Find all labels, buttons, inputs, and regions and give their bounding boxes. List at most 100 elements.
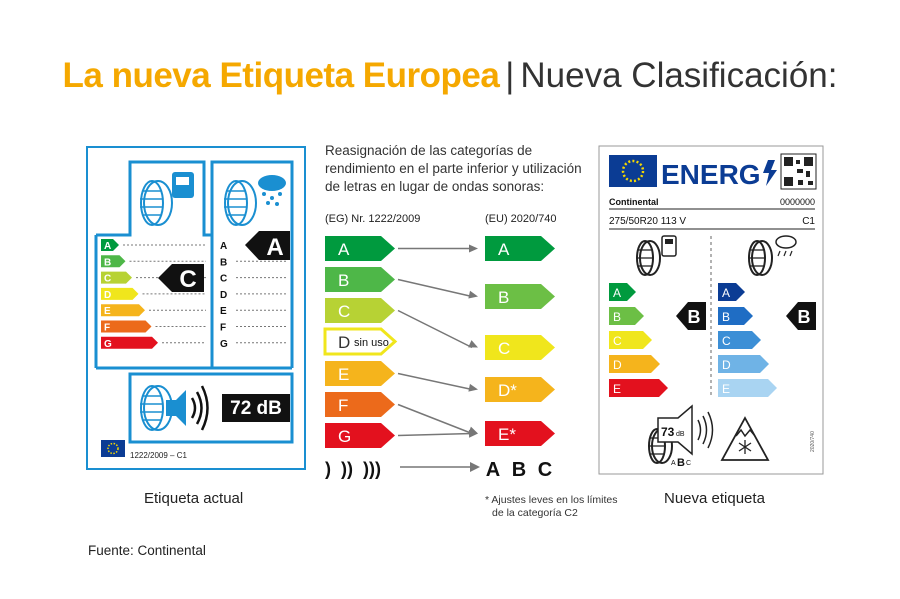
title-subtitle: Nueva Clasificación: [520, 56, 838, 95]
old-wet-letter: E [220, 306, 227, 317]
old-label-caption: Etiqueta actual [144, 490, 244, 507]
noise-waves: ) )) ))) [325, 459, 381, 479]
noise-class-a: A [486, 459, 500, 481]
new-class-arrow: E* [485, 421, 555, 446]
mapping-line [397, 372, 478, 392]
new-wet-bar: D [718, 355, 769, 373]
footnote-line: de la categoría C2 [492, 507, 578, 519]
old-regulation: (EG) Nr. 1222/2009 [325, 213, 421, 225]
mapping-line [397, 429, 478, 438]
old-class-letter: C [338, 302, 350, 321]
new-label-caption: Nueva etiqueta [664, 490, 765, 507]
old-class-letter: B [338, 271, 349, 290]
old-wet-row: A [220, 241, 227, 252]
eu-flag-icon [609, 155, 657, 187]
new-noise-class-a: A [671, 460, 676, 467]
new-noise-value: 73 [661, 425, 675, 439]
new-wet-bar: A [718, 283, 745, 301]
old-fuel-bar: C [101, 271, 206, 285]
new-fuel-letter: A [613, 286, 621, 300]
old-wet-row: D [220, 290, 288, 301]
eu-flag-icon [101, 440, 125, 457]
noise-value: 72 dB [230, 398, 282, 419]
old-class-letter: D [338, 333, 350, 352]
new-fuel-letter: D [613, 358, 622, 372]
old-wet-letter: F [220, 323, 226, 334]
energy-logo: ENERG [661, 159, 761, 190]
unused-note: sin uso [354, 337, 389, 349]
new-fuel-bar: D [609, 355, 660, 373]
new-fuel-letter: E [613, 382, 621, 396]
old-fuel-bar: F [101, 320, 206, 334]
mapping-line [397, 403, 478, 435]
old-fuel-letter: G [104, 339, 112, 350]
lightning-icon [763, 160, 777, 186]
footnote: * Ajustes leves en los límites de la cat… [485, 494, 617, 520]
new-label-tyre-size: 275/50R20 113 V [609, 216, 686, 227]
source-note: Fuente: Continental [88, 543, 206, 558]
old-fuel-letter: B [104, 257, 111, 268]
mapping-line [398, 244, 478, 253]
old-wet-row: B [220, 257, 288, 268]
old-fuel-letter: E [104, 306, 111, 317]
new-class-letter: E* [498, 425, 516, 444]
old-class-arrow: B [325, 267, 395, 292]
title-highlight: La nueva Etiqueta Europea [62, 56, 500, 95]
new-class-arrow: D* [485, 377, 555, 402]
old-fuel-letter: D [104, 290, 111, 301]
old-wet-letter: D [220, 290, 227, 301]
old-wet-letter: B [220, 257, 227, 268]
description-line: de letras en lugar de ondas sonoras: [325, 179, 545, 194]
old-class-arrow: E [325, 361, 395, 386]
new-label-tyre-class: C1 [802, 216, 815, 227]
title-separator: | [505, 56, 515, 95]
footnote-line: * Ajustes leves en los límites [485, 494, 618, 506]
new-wet-letter: E [722, 382, 730, 396]
old-fuel-letter: C [104, 274, 111, 285]
old-class-letter: G [338, 427, 351, 446]
new-speaker-icon [657, 404, 714, 456]
new-fuel-bar: E [609, 379, 668, 397]
description: Reasignación de las categorías de rendim… [325, 142, 615, 196]
new-label-brand: Continental [609, 197, 659, 207]
wet-rating-letter: A [266, 234, 283, 261]
new-regulation: (EU) 2020/740 [485, 213, 557, 225]
old-wet-letter: A [220, 241, 227, 252]
new-wet-bar: C [718, 331, 761, 349]
old-wet-letter: G [220, 339, 228, 350]
noise-box [128, 372, 294, 444]
rain-cloud-icon [258, 175, 286, 206]
new-noise-class-b: B [677, 457, 685, 469]
old-wet-row: E [220, 306, 288, 317]
old-class-letter: F [338, 396, 348, 415]
new-class-arrow: C [485, 335, 555, 360]
new-fuel-rating-arrow: B [676, 302, 706, 330]
old-fuel-bar: E [101, 304, 206, 317]
new-wet-letter: C [722, 334, 731, 348]
new-label-side-code: 2020/740 [810, 431, 816, 452]
new-class-letter: C [498, 339, 510, 358]
mapping-line [397, 309, 478, 349]
old-label-reg: 1222/2009 – C1 [130, 451, 187, 460]
new-fuel-pump-icon [661, 235, 677, 257]
old-fuel-letter: A [104, 241, 111, 252]
new-class-letter: D* [498, 381, 517, 400]
new-fuel-bar: B [609, 307, 644, 325]
wet-rating-arrow: A [245, 231, 290, 261]
new-wet-letter: A [722, 286, 730, 300]
qr-code-icon [780, 153, 817, 190]
new-fuel-letter: C [613, 334, 622, 348]
old-fuel-bar: D [101, 287, 206, 301]
snow-mountain-icon [720, 416, 770, 461]
old-class-arrow: C [325, 298, 395, 323]
new-label-code: 0000000 [780, 197, 815, 207]
noise-class-b: B [512, 459, 526, 481]
old-class-arrow: F [325, 392, 395, 417]
new-fuel-bar: C [609, 331, 652, 349]
new-class-arrow: A [485, 236, 555, 261]
old-fuel-bar: G [101, 336, 206, 350]
new-fuel-bar: A [609, 283, 636, 301]
new-fuel-letter: B [613, 310, 621, 324]
fuel-pump-icon [172, 172, 194, 198]
